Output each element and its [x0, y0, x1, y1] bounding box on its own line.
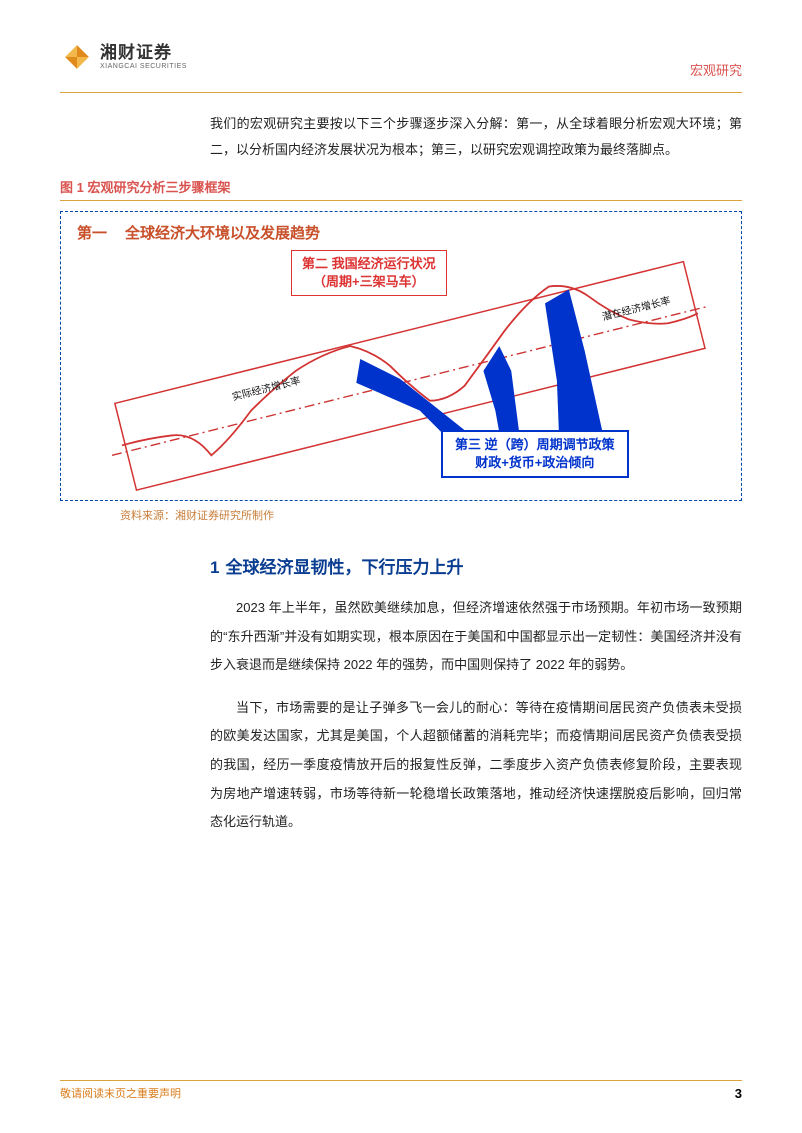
figure-source: 资料来源：湘财证券研究所制作 [120, 507, 742, 523]
logo: 湘财证券 XIANGCAI SECURITIES [60, 40, 187, 74]
framework-diagram: 第一全球经济大环境以及发展趋势 第二 我国经济运行状况 （周期+三架马车 [60, 211, 742, 501]
header-category: 宏观研究 [690, 60, 742, 79]
step2-line1: 第二 我国经济运行状况 [302, 255, 436, 273]
intro-paragraph: 我们的宏观研究主要按以下三个步骤逐步深入分解：第一，从全球着眼分析宏观大环境；第… [210, 111, 742, 163]
diagram-step3-box: 第三 逆（跨）周期调节政策 财政+货币+政治倾向 [441, 430, 629, 478]
step2-line2: （周期+三架马车） [302, 273, 436, 291]
logo-text-en: XIANGCAI SECURITIES [100, 63, 187, 71]
body-paragraph-1: 2023 年上半年，虽然欧美继续加息，但经济增速依然强于市场预期。年初市场一致预… [210, 594, 742, 680]
section-title: 全球经济显韧性，下行压力上升 [225, 558, 463, 577]
step3-line2: 财政+货币+政治倾向 [455, 454, 615, 472]
logo-text-cn: 湘财证券 [100, 44, 187, 63]
page-footer: 敬请阅读末页之重要声明 3 [60, 1085, 742, 1101]
page-header: 湘财证券 XIANGCAI SECURITIES 宏观研究 [60, 40, 742, 90]
diagram-step2-box: 第二 我国经济运行状况 （周期+三架马车） [291, 250, 447, 296]
body-paragraph-2: 当下，市场需要的是让子弹多飞一会儿的耐心：等待在疫情期间居民资产负债表未受损的欧… [210, 694, 742, 837]
figure-caption: 图 1 宏观研究分析三步骤框架 [60, 177, 742, 196]
page-number: 3 [735, 1086, 742, 1101]
header-rule [60, 92, 742, 93]
step3-line1: 第三 逆（跨）周期调节政策 [455, 436, 615, 454]
footer-disclaimer: 敬请阅读末页之重要声明 [60, 1085, 181, 1101]
figure-caption-rule [60, 200, 742, 201]
logo-icon [60, 40, 94, 74]
section-1-heading: 1 全球经济显韧性，下行压力上升 [210, 553, 742, 578]
section-num: 1 [210, 558, 219, 577]
footer-rule [60, 1080, 742, 1081]
